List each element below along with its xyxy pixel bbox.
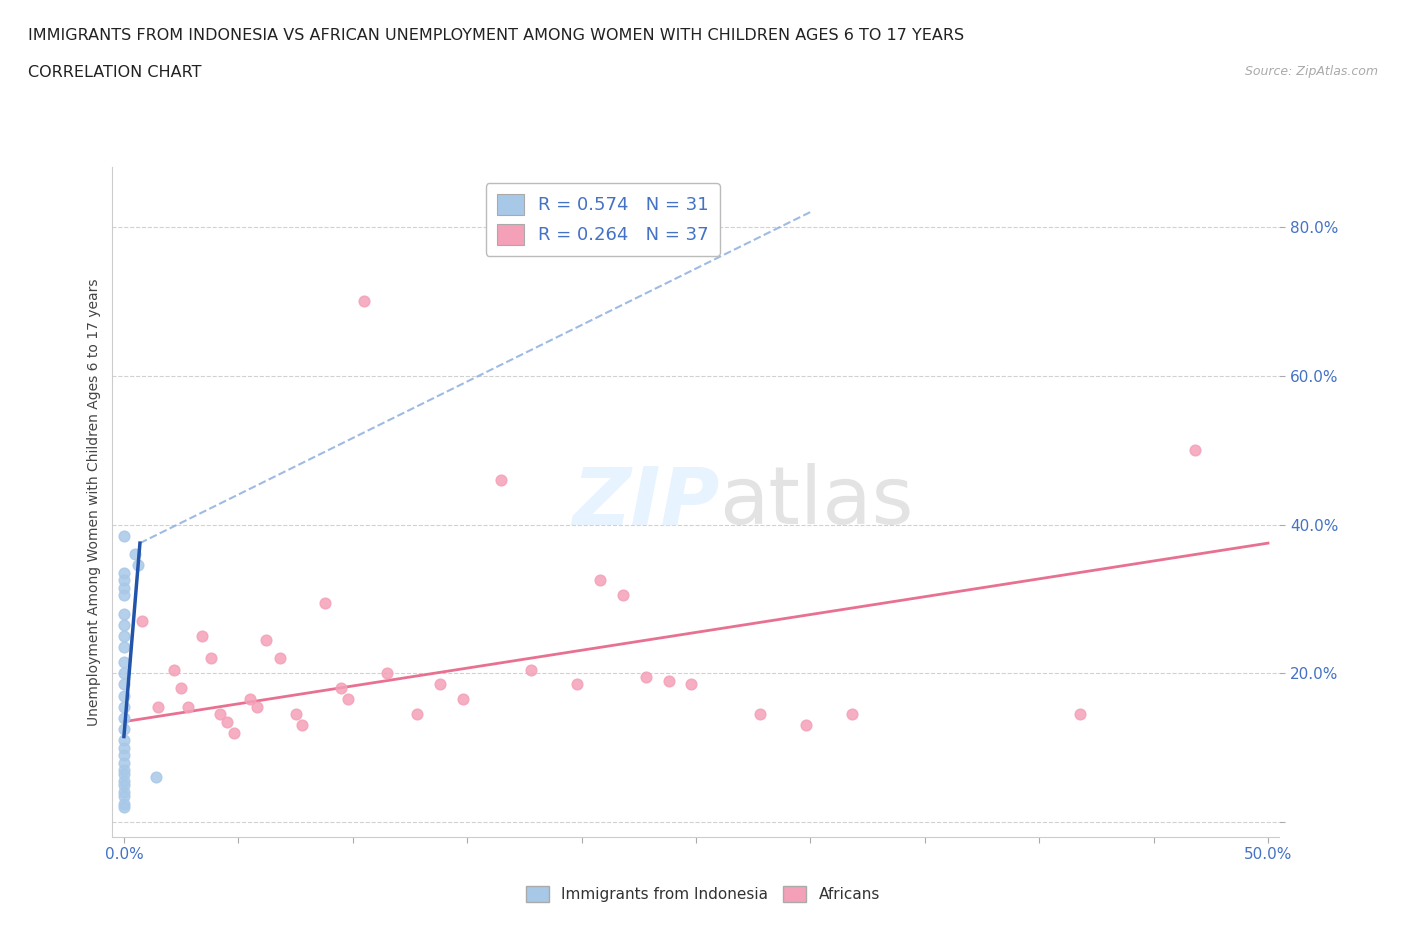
Point (112, 588, 135, 603)
Point (612, 588, 634, 603)
Point (208, 707, 231, 722)
Point (112, 565, 135, 580)
Point (429, 677, 451, 692)
Text: ZIP: ZIP (572, 463, 720, 541)
Point (112, 677, 135, 692)
Point (353, 294, 375, 309)
Point (112, 573, 135, 588)
Text: Source: ZipAtlas.com: Source: ZipAtlas.com (1244, 65, 1378, 78)
Point (112, 640, 135, 655)
Point (254, 632, 277, 647)
Point (112, 711, 135, 725)
Point (112, 666, 135, 681)
Point (112, 629, 135, 644)
Text: IMMIGRANTS FROM INDONESIA VS AFRICAN UNEMPLOYMENT AMONG WOMEN WITH CHILDREN AGES: IMMIGRANTS FROM INDONESIA VS AFRICAN UNE… (28, 28, 965, 43)
Text: CORRELATION CHART: CORRELATION CHART (28, 65, 201, 80)
Point (375, 666, 398, 681)
Point (284, 707, 307, 722)
Point (190, 629, 212, 644)
Point (239, 692, 262, 707)
Point (112, 722, 135, 737)
Point (749, 707, 772, 722)
Point (112, 740, 135, 755)
Point (112, 785, 135, 800)
Point (148, 699, 170, 714)
Y-axis label: Unemployment Among Women with Children Ages 6 to 17 years: Unemployment Among Women with Children A… (87, 278, 101, 726)
Point (337, 692, 360, 707)
Point (112, 699, 135, 714)
Point (520, 662, 543, 677)
Point (491, 472, 513, 487)
Point (145, 770, 167, 785)
Point (131, 614, 153, 629)
Point (589, 573, 612, 588)
Point (112, 763, 135, 777)
Point (112, 618, 135, 632)
Point (112, 606, 135, 621)
Point (170, 681, 193, 696)
Point (112, 800, 135, 815)
Point (565, 677, 588, 692)
Point (127, 558, 149, 573)
Point (841, 707, 863, 722)
Point (124, 547, 146, 562)
Point (112, 655, 135, 670)
Point (215, 714, 238, 729)
Point (112, 580, 135, 595)
Point (112, 755, 135, 770)
Point (681, 677, 703, 692)
Point (634, 670, 657, 684)
Point (1069, 707, 1091, 722)
Text: atlas: atlas (720, 463, 914, 541)
Point (405, 707, 427, 722)
Point (112, 789, 135, 804)
Point (112, 688, 135, 703)
Point (112, 796, 135, 811)
Point (200, 651, 222, 666)
Point (451, 692, 474, 707)
Point (794, 718, 817, 733)
Legend: Immigrants from Indonesia, Africans: Immigrants from Indonesia, Africans (520, 880, 886, 909)
Point (246, 699, 269, 714)
Point (314, 595, 336, 610)
Point (112, 766, 135, 781)
Legend: R = 0.574   N = 31, R = 0.264   N = 37: R = 0.574 N = 31, R = 0.264 N = 37 (485, 183, 720, 256)
Point (112, 733, 135, 748)
Point (222, 725, 245, 740)
Point (177, 699, 200, 714)
Point (269, 651, 291, 666)
Point (330, 681, 353, 696)
Point (163, 662, 186, 677)
Point (291, 718, 314, 733)
Point (112, 528, 135, 543)
Point (112, 774, 135, 789)
Point (657, 673, 679, 688)
Point (112, 777, 135, 792)
Point (112, 748, 135, 763)
Point (1184, 443, 1206, 458)
